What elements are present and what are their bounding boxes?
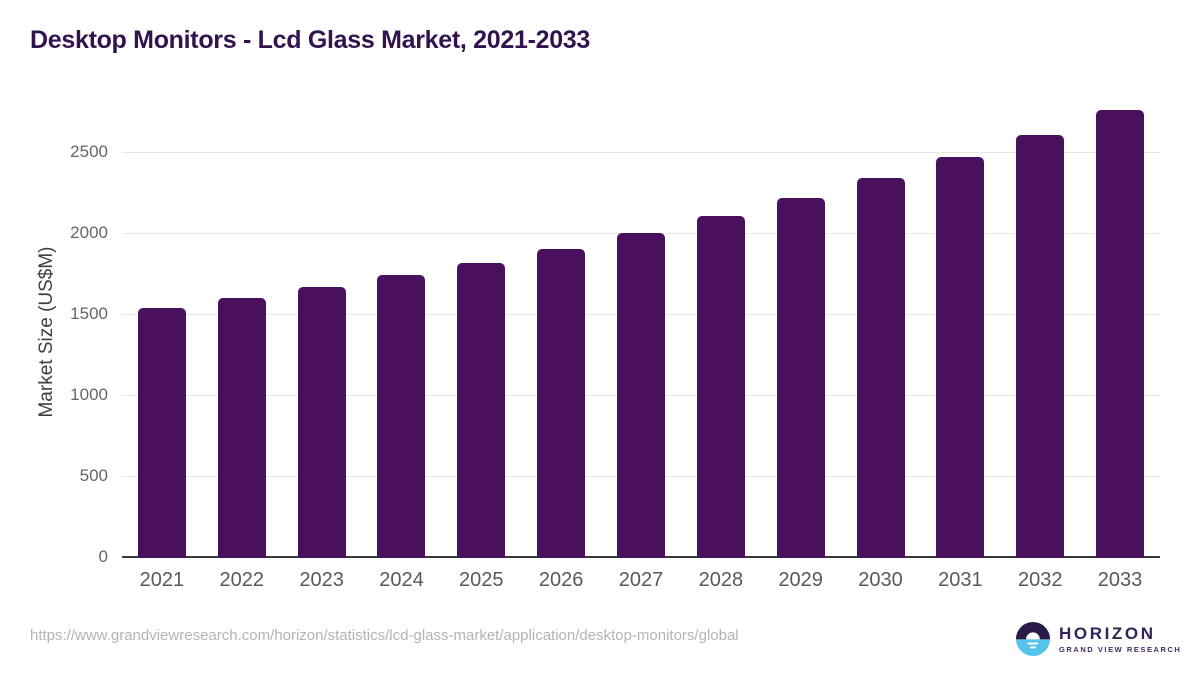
x-tick-label: 2029 — [778, 569, 823, 591]
bar-column-2033: 2033 — [1080, 95, 1160, 591]
bar-2025 — [457, 263, 506, 558]
bar-column-2021: 2021 — [122, 95, 202, 591]
source-url: https://www.grandviewresearch.com/horizo… — [30, 627, 739, 644]
bar-2026 — [537, 249, 586, 558]
y-tick-label: 500 — [79, 466, 108, 485]
bar-2027 — [616, 233, 665, 558]
bar-2022 — [217, 298, 266, 558]
y-tick-label: 2500 — [70, 142, 108, 161]
bar-column-2024: 2024 — [362, 95, 442, 591]
x-tick-label: 2033 — [1097, 569, 1143, 591]
bar-2021 — [137, 307, 186, 558]
x-tick-label: 2028 — [698, 569, 744, 591]
bar-2029 — [776, 197, 825, 558]
bar-column-2030: 2030 — [841, 95, 921, 591]
x-tick-label: 2023 — [299, 569, 344, 591]
x-tick-label: 2030 — [858, 569, 903, 591]
bar-2028 — [696, 216, 745, 558]
bar-column-2032: 2032 — [1000, 95, 1080, 591]
bar-column-2031: 2031 — [920, 95, 1000, 591]
x-tick-label: 2024 — [379, 569, 424, 591]
bar-column-2022: 2022 — [202, 95, 282, 591]
bar-column-2025: 2025 — [441, 95, 521, 591]
x-tick-label: 2026 — [538, 569, 584, 591]
bar-column-2026: 2026 — [521, 95, 601, 591]
horizon-sun-circle-icon — [1016, 622, 1050, 656]
brand-subtitle: GRAND VIEW RESEARCH — [1059, 644, 1182, 654]
x-tick-label: 2032 — [1017, 569, 1063, 591]
bar-2031 — [936, 157, 985, 558]
x-tick-label: 2027 — [618, 569, 664, 591]
y-tick-label: 1500 — [70, 304, 108, 323]
y-tick-label: 0 — [98, 547, 108, 566]
bar-2032 — [1016, 135, 1065, 558]
y-tick-label: 2000 — [70, 223, 108, 242]
bar-2023 — [297, 287, 346, 558]
x-tick-label: 2025 — [459, 569, 504, 591]
brand-logo: HORIZON GRAND VIEW RESEARCH — [1016, 622, 1181, 656]
bar-2030 — [856, 178, 905, 558]
x-tick-label: 2031 — [938, 569, 983, 591]
bar-column-2029: 2029 — [761, 95, 841, 591]
x-tick-label: 2021 — [139, 569, 185, 591]
page-title: Desktop Monitors - Lcd Glass Market, 202… — [30, 26, 591, 54]
gridline — [122, 152, 1160, 153]
bar-column-2028: 2028 — [681, 95, 761, 591]
plot-area: 0 500 1000 1500 2000 2500 2021 2022 2023 2024 202… — [70, 95, 1160, 591]
bar-column-2027: 2027 — [601, 95, 681, 591]
y-tick-label: 1000 — [70, 385, 108, 404]
bar-2024 — [377, 275, 426, 558]
x-tick-label: 2022 — [219, 569, 265, 591]
bar-column-2023: 2023 — [282, 95, 362, 591]
brand-name: HORIZON — [1059, 623, 1156, 643]
bar-2033 — [1096, 110, 1145, 558]
brand-logo-text: HORIZON GRAND VIEW RESEARCH — [1059, 625, 1181, 654]
bar-columns: 2021 2022 2023 2024 2025 2026 2027 2028 2029 2030… — [122, 95, 1160, 591]
